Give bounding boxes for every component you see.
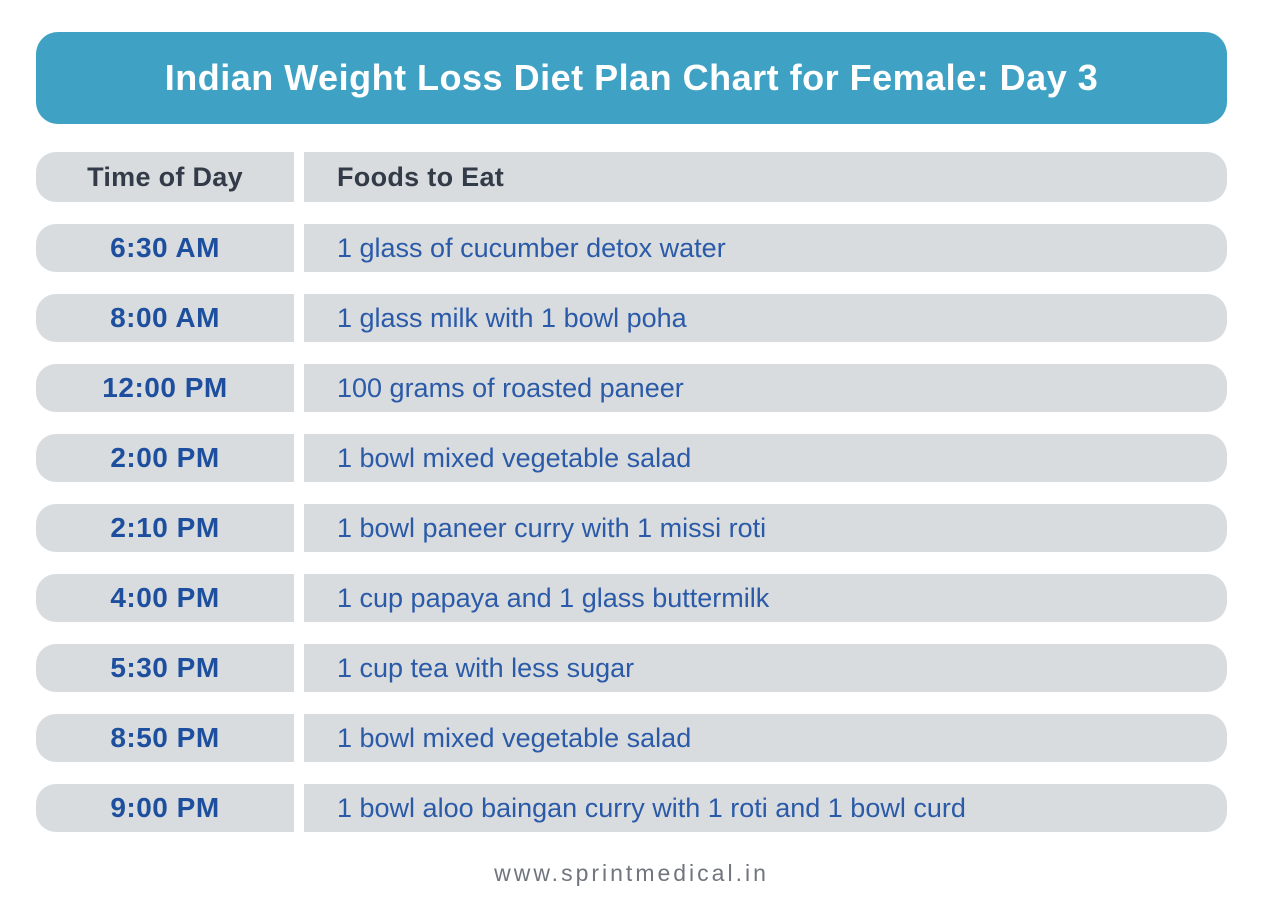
row-time-cell: 6:30 AM [36, 224, 294, 272]
column-header-foods: Foods to Eat [304, 152, 1227, 202]
row-time-cell: 12:00 PM [36, 364, 294, 412]
table-row: 5:30 PM 1 cup tea with less sugar [36, 644, 1227, 692]
row-food-cell: 1 bowl mixed vegetable salad [304, 714, 1227, 762]
row-food-cell: 1 glass milk with 1 bowl poha [304, 294, 1227, 342]
row-food-cell: 100 grams of roasted paneer [304, 364, 1227, 412]
row-food-cell: 1 glass of cucumber detox water [304, 224, 1227, 272]
table-row: 8:50 PM 1 bowl mixed vegetable salad [36, 714, 1227, 762]
row-food-cell: 1 bowl aloo baingan curry with 1 roti an… [304, 784, 1227, 832]
row-food-cell: 1 cup papaya and 1 glass buttermilk [304, 574, 1227, 622]
row-time-cell: 8:50 PM [36, 714, 294, 762]
row-food-cell: 1 bowl paneer curry with 1 missi roti [304, 504, 1227, 552]
title-banner: Indian Weight Loss Diet Plan Chart for F… [36, 32, 1227, 124]
table-row: 8:00 AM 1 glass milk with 1 bowl poha [36, 294, 1227, 342]
website-url: www.sprintmedical.in [494, 860, 769, 886]
table-row: 2:10 PM 1 bowl paneer curry with 1 missi… [36, 504, 1227, 552]
row-food-cell: 1 cup tea with less sugar [304, 644, 1227, 692]
row-time-cell: 4:00 PM [36, 574, 294, 622]
row-time-cell: 2:10 PM [36, 504, 294, 552]
footer: www.sprintmedical.in [36, 860, 1227, 887]
table-row: 4:00 PM 1 cup papaya and 1 glass butterm… [36, 574, 1227, 622]
row-time-cell: 9:00 PM [36, 784, 294, 832]
table-row: 2:00 PM 1 bowl mixed vegetable salad [36, 434, 1227, 482]
row-time-cell: 2:00 PM [36, 434, 294, 482]
table-header-row: Time of Day Foods to Eat [36, 152, 1227, 202]
diet-table: Time of Day Foods to Eat 6:30 AM 1 glass… [36, 152, 1227, 832]
row-time-cell: 8:00 AM [36, 294, 294, 342]
table-row: 9:00 PM 1 bowl aloo baingan curry with 1… [36, 784, 1227, 832]
row-food-cell: 1 bowl mixed vegetable salad [304, 434, 1227, 482]
table-row: 12:00 PM 100 grams of roasted paneer [36, 364, 1227, 412]
column-header-time: Time of Day [36, 152, 294, 202]
table-row: 6:30 AM 1 glass of cucumber detox water [36, 224, 1227, 272]
page-title: Indian Weight Loss Diet Plan Chart for F… [164, 57, 1099, 98]
row-time-cell: 5:30 PM [36, 644, 294, 692]
